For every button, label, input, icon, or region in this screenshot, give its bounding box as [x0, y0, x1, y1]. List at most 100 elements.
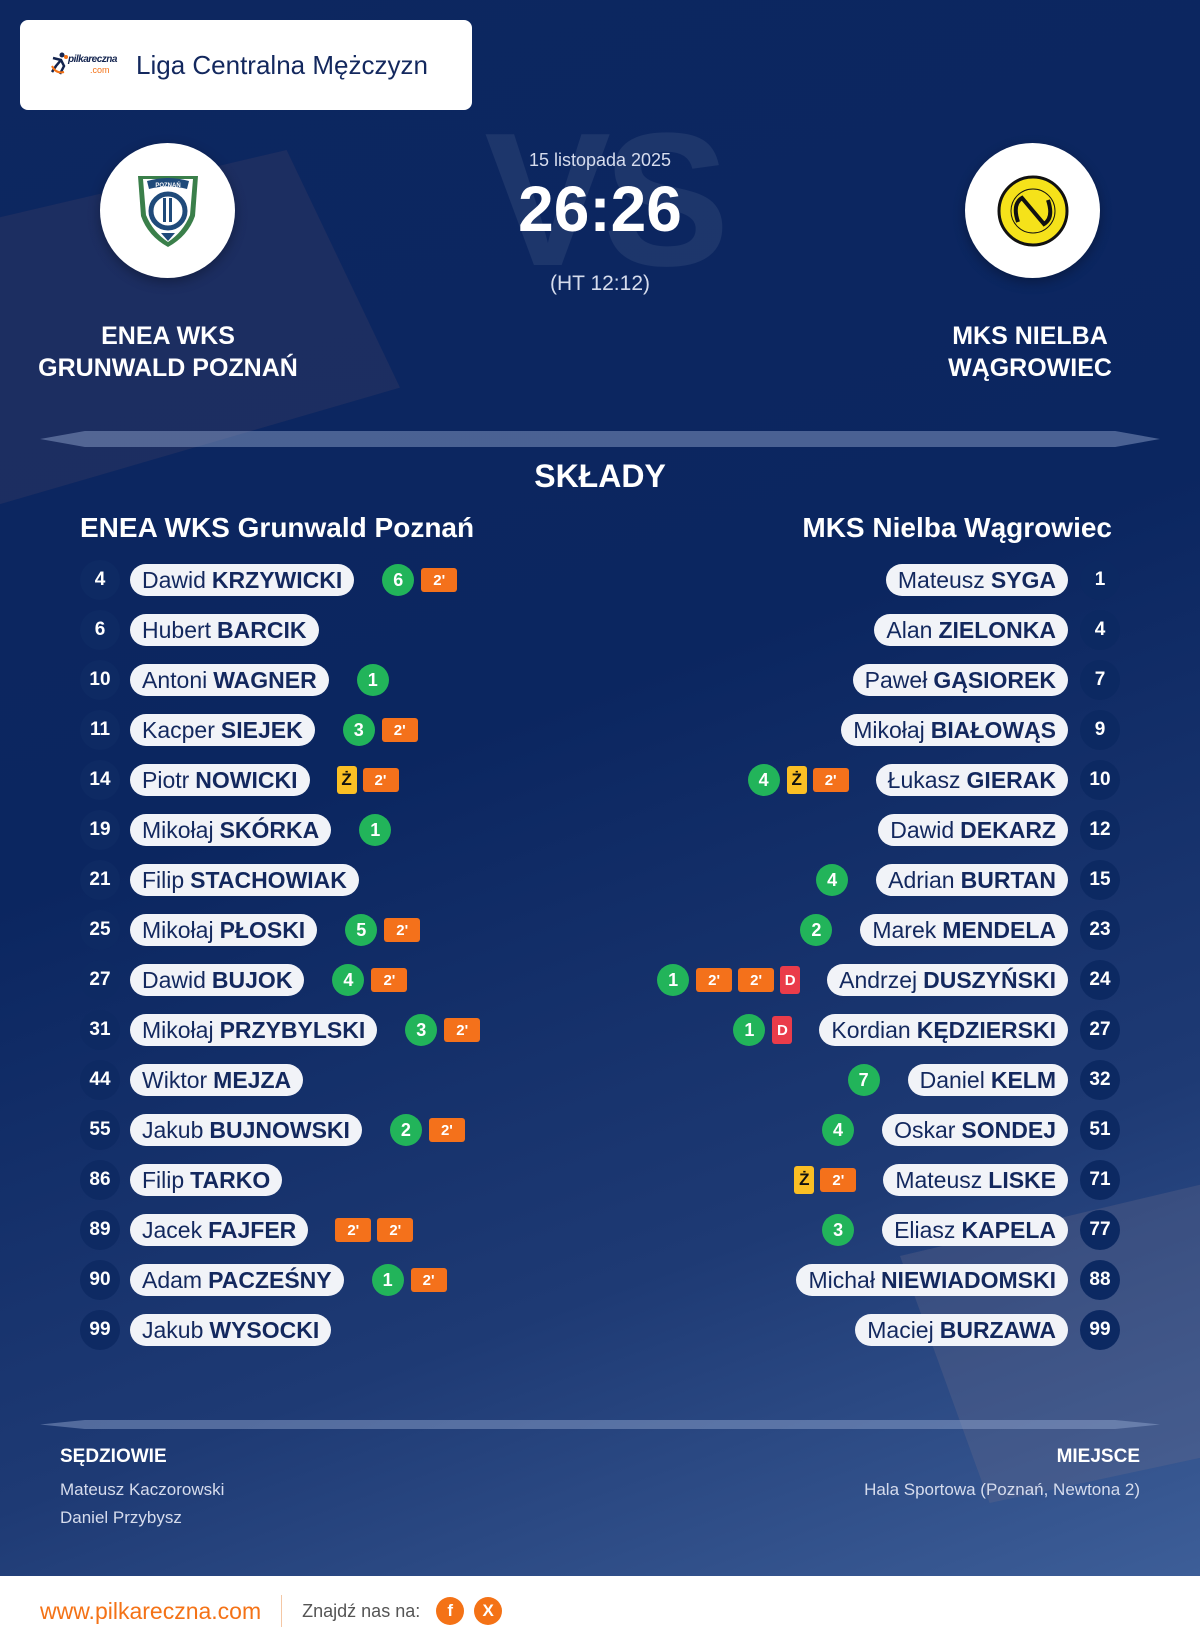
- player-name: Alan ZIELONKA: [874, 614, 1068, 646]
- player-name: Kacper SIEJEK: [130, 714, 315, 746]
- goals-badge: 3: [342, 714, 375, 746]
- player-number: 90: [80, 1260, 120, 1300]
- home-team-name-line1: ENEA WKS: [101, 322, 235, 350]
- player-number: 25: [80, 910, 120, 950]
- player-number: 6: [80, 610, 120, 650]
- red-card-badge: D: [772, 1016, 793, 1044]
- player-last-name: STACHOWIAK: [190, 866, 347, 893]
- player-stats: 1: [355, 814, 395, 846]
- player-stats: 4: [812, 864, 852, 896]
- pilkareczna-logo[interactable]: pilkareczna .com: [50, 50, 122, 80]
- player-first-name: Hubert: [142, 616, 212, 643]
- nielba-crest-icon: [997, 175, 1068, 246]
- player-name: Mikołaj PRZYBYLSKI: [130, 1014, 378, 1046]
- player-last-name: FAJFER: [208, 1216, 297, 1243]
- referee-name: Mateusz Kaczorowski: [60, 1480, 225, 1499]
- player-number: 24: [1080, 960, 1120, 1000]
- suspension-badge: 2': [820, 1168, 857, 1192]
- goals-badge: 1: [733, 1014, 766, 1046]
- player-last-name: BURTAN: [960, 866, 1056, 893]
- goals-badge: 4: [816, 864, 849, 896]
- player-number: 55: [80, 1110, 120, 1150]
- player-first-name: Dawid: [142, 566, 206, 593]
- final-score: 26:26: [518, 173, 682, 245]
- home-team-name-line2: GRUNWALD POZNAŃ: [38, 354, 298, 382]
- player-number: 10: [80, 660, 120, 700]
- suspension-badge: 2': [738, 968, 775, 992]
- player-number: 19: [80, 810, 120, 850]
- player-number: 31: [80, 1010, 120, 1050]
- player-row: 14 Piotr NOWICKI Ż 2': [80, 755, 640, 805]
- player-number: 10: [1080, 760, 1120, 800]
- player-row: 7 Daniel KELM 32: [560, 1055, 1120, 1105]
- goals-badge: 3: [405, 1014, 438, 1046]
- player-first-name: Dawid: [142, 966, 206, 993]
- player-number: 12: [1080, 810, 1120, 850]
- suspension-badge: 2': [371, 968, 408, 992]
- goals-badge: 4: [822, 1114, 855, 1146]
- player-first-name: Mikołaj: [142, 916, 214, 943]
- suspension-badge: 2': [444, 1018, 481, 1042]
- referee-name: Daniel Przybysz: [60, 1508, 182, 1527]
- player-last-name: DEKARZ: [960, 816, 1056, 843]
- player-name: Dawid DEKARZ: [878, 814, 1068, 846]
- player-last-name: ZIELONKA: [938, 616, 1056, 643]
- player-name: Mateusz SYGA: [885, 564, 1068, 596]
- player-last-name: SIEJEK: [220, 716, 303, 743]
- venue-section: MIEJSCE Hala Sportowa (Poznań, Newtona 2…: [864, 1446, 1140, 1504]
- website-link[interactable]: www.pilkareczna.com: [40, 1597, 262, 1624]
- player-number: 4: [80, 560, 120, 600]
- player-number: 1: [1080, 560, 1120, 600]
- divider: [40, 1420, 1160, 1429]
- goals-badge: 1: [359, 814, 392, 846]
- player-number: 88: [1080, 1260, 1120, 1300]
- player-stats: 5 2': [341, 914, 423, 946]
- away-team-name: MKS NIELBA WĄGROWIEC: [870, 320, 1190, 384]
- player-name: Mikołaj PŁOSKI: [130, 914, 318, 946]
- player-name: Michał NIEWIADOMSKI: [796, 1264, 1068, 1296]
- goals-badge: 4: [747, 764, 780, 796]
- player-first-name: Wiktor: [142, 1066, 208, 1093]
- player-name: Jakub WYSOCKI: [130, 1314, 332, 1346]
- home-roster-title: ENEA WKS Grunwald Poznań: [80, 512, 475, 543]
- player-row: 6 Hubert BARCIK: [80, 605, 640, 655]
- player-last-name: BARCIK: [217, 616, 307, 643]
- player-last-name: KAPELA: [961, 1216, 1056, 1243]
- player-number: 21: [80, 860, 120, 900]
- player-row: 11 Kacper SIEJEK 3 2': [80, 705, 640, 755]
- goals-badge: 2: [389, 1114, 422, 1146]
- suspension-badge: 2': [377, 1218, 414, 1242]
- player-last-name: KĘDZIERSKI: [916, 1016, 1056, 1043]
- player-last-name: BUJNOWSKI: [209, 1116, 350, 1143]
- player-first-name: Dawid: [890, 816, 955, 843]
- player-first-name: Filip: [142, 1166, 185, 1193]
- player-row: 21 Filip STACHOWIAK: [80, 855, 640, 905]
- player-name: Piotr NOWICKI: [130, 764, 310, 796]
- suspension-badge: 2': [384, 918, 421, 942]
- player-name: Antoni WAGNER: [130, 664, 329, 696]
- player-last-name: TARKO: [190, 1166, 271, 1193]
- player-row: 2 Marek MENDELA 23: [560, 905, 1120, 955]
- player-number: 7: [1080, 660, 1120, 700]
- facebook-icon[interactable]: f: [436, 1597, 465, 1625]
- player-stats: 1 2' 2' D: [653, 964, 803, 996]
- player-number: 99: [80, 1310, 120, 1350]
- halftime-score: (HT 12:12): [550, 272, 650, 295]
- home-team-name: ENEA WKS GRUNWALD POZNAŃ: [8, 320, 328, 384]
- x-twitter-icon[interactable]: X: [474, 1597, 503, 1625]
- player-row: 25 Mikołaj PŁOSKI 5 2': [80, 905, 640, 955]
- player-number: 44: [80, 1060, 120, 1100]
- player-name: Maciej BURZAWA: [855, 1314, 1068, 1346]
- player-row: 27 Dawid BUJOK 4 2': [80, 955, 640, 1005]
- player-name: Jacek FAJFER: [130, 1214, 309, 1246]
- player-stats: 7: [844, 1064, 884, 1096]
- player-row: Ż 2' Mateusz LISKE 71: [560, 1155, 1120, 1205]
- suspension-badge: 2': [335, 1218, 372, 1242]
- player-stats: 1 2': [368, 1264, 450, 1296]
- player-name: Hubert BARCIK: [130, 614, 319, 646]
- player-name: Mikołaj SKÓRKA: [130, 814, 332, 846]
- yellow-card-badge: Ż: [794, 1166, 815, 1194]
- player-row: Alan ZIELONKA 4: [560, 605, 1120, 655]
- league-title: Liga Centralna Mężczyzn: [136, 49, 428, 80]
